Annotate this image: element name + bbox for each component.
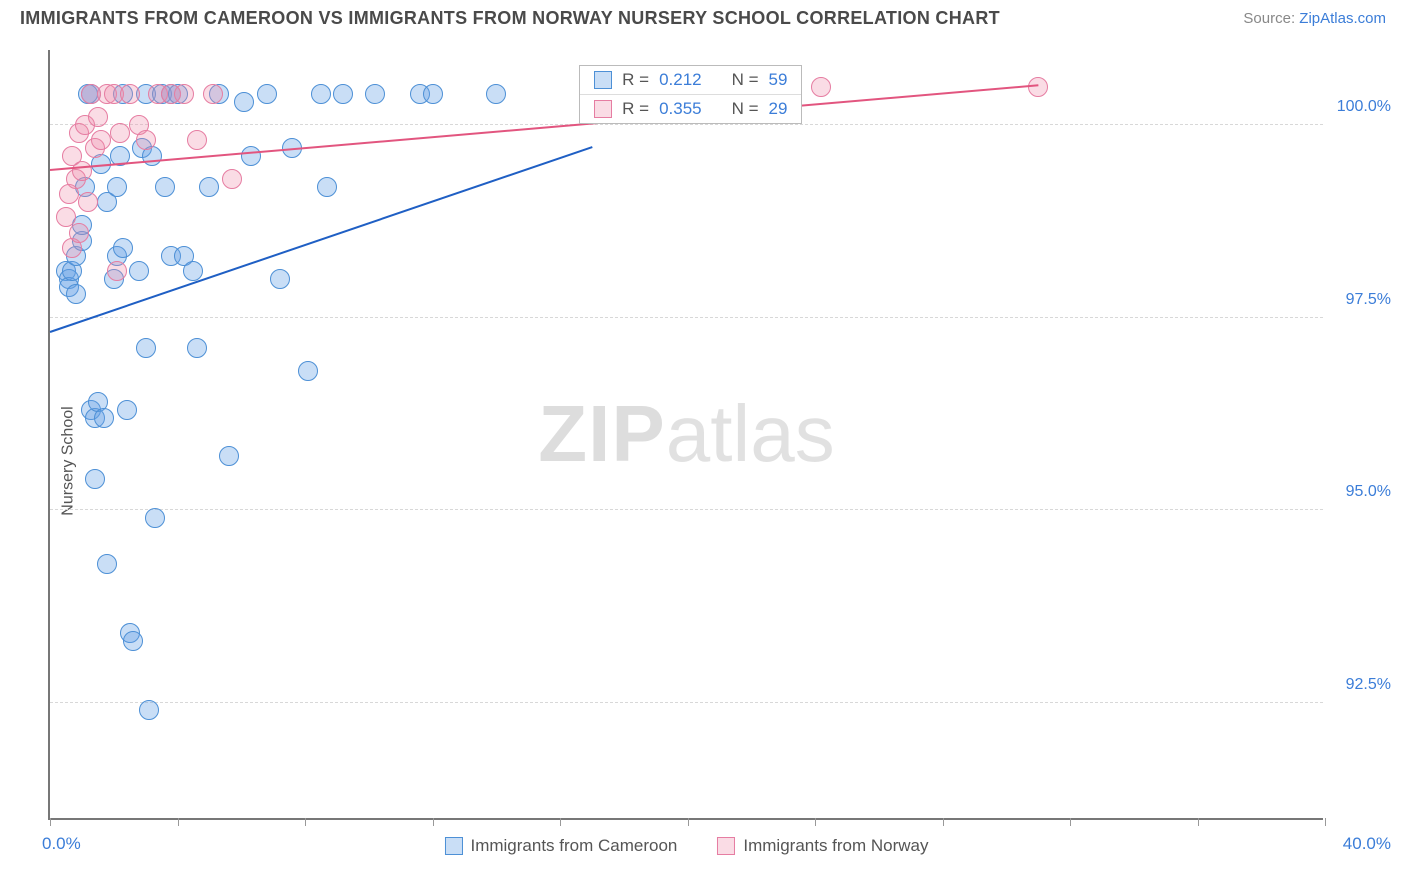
scatter-point: [298, 361, 318, 381]
stats-swatch: [594, 100, 612, 118]
scatter-point: [317, 177, 337, 197]
scatter-point: [69, 223, 89, 243]
x-tick-mark: [50, 818, 51, 826]
stats-n-value: 59: [769, 70, 788, 90]
scatter-point: [117, 400, 137, 420]
scatter-point: [78, 192, 98, 212]
trend-line: [50, 85, 1038, 172]
source-link[interactable]: ZipAtlas.com: [1299, 10, 1386, 27]
legend-label-norway: Immigrants from Norway: [743, 836, 928, 856]
scatter-point: [219, 446, 239, 466]
scatter-point: [811, 77, 831, 97]
stats-r-label: R =: [622, 99, 649, 119]
legend: Immigrants from Cameroon Immigrants from…: [444, 836, 928, 856]
scatter-point: [107, 261, 127, 281]
scatter-point: [97, 554, 117, 574]
scatter-point: [120, 84, 140, 104]
scatter-point: [203, 84, 223, 104]
scatter-point: [123, 631, 143, 651]
scatter-point: [91, 130, 111, 150]
scatter-point: [94, 408, 114, 428]
scatter-point: [199, 177, 219, 197]
scatter-point: [333, 84, 353, 104]
watermark-rest: atlas: [666, 389, 835, 478]
scatter-point: [136, 130, 156, 150]
x-tick-mark: [1325, 818, 1326, 826]
stats-row: R = 0.355 N = 29: [580, 95, 801, 123]
x-tick-mark: [1198, 818, 1199, 826]
stats-n-value: 29: [769, 99, 788, 119]
scatter-point: [270, 269, 290, 289]
y-tick-label: 100.0%: [1337, 98, 1391, 116]
scatter-point: [113, 238, 133, 258]
scatter-point: [110, 123, 130, 143]
watermark-bold: ZIP: [538, 389, 665, 478]
x-tick-mark: [433, 818, 434, 826]
y-tick-label: 92.5%: [1346, 676, 1391, 694]
x-tick-mark: [1070, 818, 1071, 826]
scatter-point: [88, 107, 108, 127]
scatter-plot: ZIPatlas 0.0% 40.0% Immigrants from Came…: [48, 50, 1323, 820]
legend-item-cameroon: Immigrants from Cameroon: [444, 836, 677, 856]
stats-r-label: R =: [622, 70, 649, 90]
scatter-point: [145, 508, 165, 528]
scatter-point: [234, 92, 254, 112]
source-attribution: Source: ZipAtlas.com: [1243, 10, 1386, 27]
y-tick-label: 97.5%: [1346, 291, 1391, 309]
scatter-point: [139, 700, 159, 720]
scatter-point: [187, 130, 207, 150]
legend-item-norway: Immigrants from Norway: [717, 836, 928, 856]
x-tick-mark: [688, 818, 689, 826]
scatter-point: [241, 146, 261, 166]
x-tick-mark: [815, 818, 816, 826]
stats-swatch: [594, 71, 612, 89]
legend-swatch-norway: [717, 837, 735, 855]
y-tick-label: 95.0%: [1346, 483, 1391, 501]
scatter-point: [257, 84, 277, 104]
scatter-point: [129, 261, 149, 281]
scatter-point: [187, 338, 207, 358]
legend-label-cameroon: Immigrants from Cameroon: [470, 836, 677, 856]
stats-r-value: 0.355: [659, 99, 702, 119]
x-tick-mark: [178, 818, 179, 826]
stats-n-label: N =: [732, 99, 759, 119]
scatter-point: [174, 84, 194, 104]
watermark: ZIPatlas: [538, 388, 834, 480]
scatter-point: [155, 177, 175, 197]
correlation-stats-box: R = 0.212 N = 59 R = 0.355 N = 29: [579, 65, 802, 124]
scatter-point: [136, 338, 156, 358]
scatter-point: [66, 284, 86, 304]
stats-row: R = 0.212 N = 59: [580, 66, 801, 95]
trend-line: [50, 146, 593, 333]
x-axis-min-label: 0.0%: [42, 834, 81, 854]
x-tick-mark: [943, 818, 944, 826]
scatter-point: [311, 84, 331, 104]
scatter-point: [85, 469, 105, 489]
scatter-point: [222, 169, 242, 189]
scatter-point: [365, 84, 385, 104]
gridline: [50, 702, 1323, 703]
scatter-point: [72, 161, 92, 181]
stats-n-label: N =: [732, 70, 759, 90]
scatter-point: [107, 177, 127, 197]
scatter-point: [486, 84, 506, 104]
scatter-point: [423, 84, 443, 104]
legend-swatch-cameroon: [444, 837, 462, 855]
source-label: Source:: [1243, 10, 1295, 27]
x-tick-mark: [305, 818, 306, 826]
stats-r-value: 0.212: [659, 70, 702, 90]
gridline: [50, 317, 1323, 318]
gridline: [50, 509, 1323, 510]
x-tick-mark: [560, 818, 561, 826]
chart-title: IMMIGRANTS FROM CAMEROON VS IMMIGRANTS F…: [20, 8, 1000, 29]
x-axis-max-label: 40.0%: [1343, 834, 1391, 854]
